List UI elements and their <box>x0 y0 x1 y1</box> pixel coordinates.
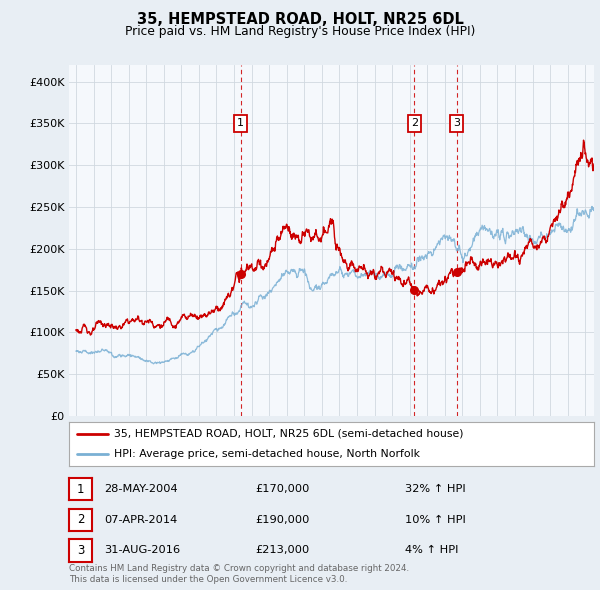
Text: Price paid vs. HM Land Registry's House Price Index (HPI): Price paid vs. HM Land Registry's House … <box>125 25 475 38</box>
Text: 2: 2 <box>411 119 418 129</box>
Text: £170,000: £170,000 <box>255 484 310 494</box>
Text: £213,000: £213,000 <box>255 546 309 555</box>
Text: 1: 1 <box>77 483 84 496</box>
Text: HPI: Average price, semi-detached house, North Norfolk: HPI: Average price, semi-detached house,… <box>113 449 419 459</box>
Text: 2: 2 <box>77 513 84 526</box>
Text: 4% ↑ HPI: 4% ↑ HPI <box>405 546 458 555</box>
Text: £190,000: £190,000 <box>255 515 310 525</box>
Text: 07-APR-2014: 07-APR-2014 <box>104 515 177 525</box>
Text: 35, HEMPSTEAD ROAD, HOLT, NR25 6DL (semi-detached house): 35, HEMPSTEAD ROAD, HOLT, NR25 6DL (semi… <box>113 429 463 439</box>
Text: 28-MAY-2004: 28-MAY-2004 <box>104 484 178 494</box>
Text: 35, HEMPSTEAD ROAD, HOLT, NR25 6DL: 35, HEMPSTEAD ROAD, HOLT, NR25 6DL <box>137 12 463 27</box>
Text: This data is licensed under the Open Government Licence v3.0.: This data is licensed under the Open Gov… <box>69 575 347 584</box>
Text: 1: 1 <box>237 119 244 129</box>
Text: 3: 3 <box>77 544 84 557</box>
Text: 32% ↑ HPI: 32% ↑ HPI <box>405 484 466 494</box>
Text: 31-AUG-2016: 31-AUG-2016 <box>104 546 180 555</box>
Text: 3: 3 <box>453 119 460 129</box>
Text: 10% ↑ HPI: 10% ↑ HPI <box>405 515 466 525</box>
Text: Contains HM Land Registry data © Crown copyright and database right 2024.: Contains HM Land Registry data © Crown c… <box>69 565 409 573</box>
